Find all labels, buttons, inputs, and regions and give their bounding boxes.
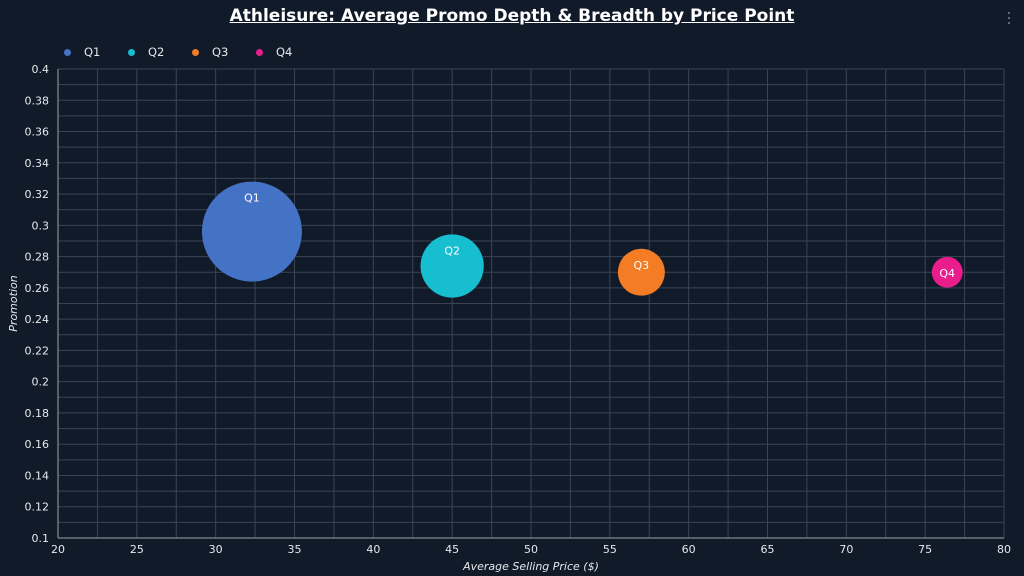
x-tick-label: 55 [603, 543, 617, 556]
y-tick-label: 0.36 [25, 126, 50, 139]
y-tick-label: 0.16 [25, 438, 50, 451]
y-tick-label: 0.38 [25, 94, 50, 107]
legend-item-q1[interactable]: Q1 [64, 45, 128, 59]
x-tick-label: 75 [918, 543, 932, 556]
x-tick-label: 35 [288, 543, 302, 556]
y-tick-label: 0.26 [25, 282, 50, 295]
bubble-q3 [617, 248, 665, 296]
y-tick-label: 0.32 [25, 188, 50, 201]
x-tick-label: 80 [997, 543, 1011, 556]
y-tick-label: 0.24 [25, 313, 50, 326]
y-tick-label: 0.22 [25, 344, 50, 357]
chart-title: Athleisure: Average Promo Depth & Breadt… [229, 6, 795, 26]
grid-lines [57, 68, 1005, 539]
y-tick-label: 0.3 [32, 219, 50, 232]
legend-marker-icon [192, 48, 199, 56]
bubble-label-q1: Q1 [244, 192, 260, 205]
bubble-q2 [420, 234, 484, 298]
legend-marker-icon [256, 48, 263, 56]
x-tick-label: 20 [51, 543, 65, 556]
chart-legend: Q1 Q2 Q3 Q4 [64, 45, 320, 59]
more-options-icon[interactable] [1007, 12, 1011, 24]
x-tick-label: 25 [130, 543, 144, 556]
bubble-label-q2: Q2 [444, 244, 460, 257]
x-tick-label: 65 [761, 543, 775, 556]
legend-label: Q2 [148, 45, 165, 59]
legend-label: Q4 [276, 45, 293, 59]
legend-item-q2[interactable]: Q2 [128, 45, 192, 59]
y-tick-label: 0.12 [25, 501, 50, 514]
y-tick-label: 0.18 [25, 407, 50, 420]
y-tick-label: 0.28 [25, 251, 50, 264]
x-tick-label: 45 [445, 543, 459, 556]
x-tick-label: 60 [682, 543, 696, 556]
legend-item-q4[interactable]: Q4 [256, 45, 320, 59]
legend-marker-icon [128, 48, 135, 56]
bubble-q4 [931, 256, 963, 288]
bubble-label-q3: Q3 [634, 259, 650, 272]
x-tick-label: 40 [366, 543, 380, 556]
y-tick-label: 0.14 [25, 469, 50, 482]
bubble-label-q4: Q4 [939, 267, 955, 280]
x-tick-label: 30 [209, 543, 223, 556]
legend-marker-icon [64, 48, 71, 56]
y-tick-label: 0.1 [32, 532, 50, 545]
legend-label: Q1 [84, 45, 101, 59]
y-tick-label: 0.4 [32, 63, 50, 76]
x-axis-title: Average Selling Price ($) [462, 560, 599, 573]
legend-item-q3[interactable]: Q3 [192, 45, 256, 59]
bubble-q1 [201, 181, 302, 282]
y-tick-label: 0.34 [25, 157, 50, 170]
legend-label: Q3 [212, 45, 229, 59]
y-tick-label: 0.2 [32, 376, 50, 389]
y-axis-title: Promotion [7, 275, 20, 331]
x-tick-label: 50 [524, 543, 538, 556]
x-tick-label: 70 [839, 543, 853, 556]
